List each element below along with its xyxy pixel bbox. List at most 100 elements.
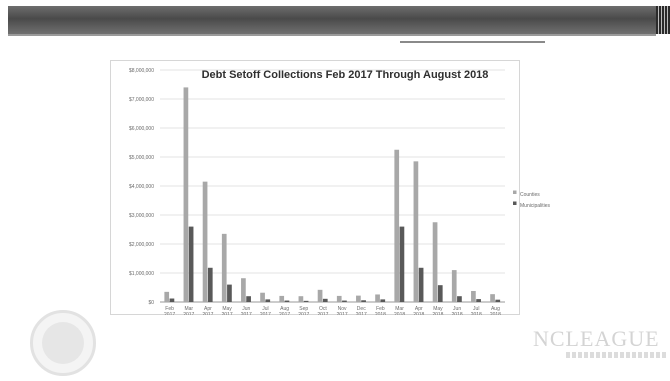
- x-tick-year: 2017: [298, 312, 309, 315]
- y-tick-label: $3,000,000: [129, 213, 154, 219]
- header-gradient: [8, 6, 656, 36]
- legend-swatch: [513, 201, 517, 205]
- x-tick-year: 2018: [413, 312, 424, 315]
- nc-seal-logo: [30, 310, 96, 376]
- bar-municipalities: [265, 299, 271, 302]
- bar-counties: [432, 222, 438, 302]
- bar-municipalities: [437, 285, 443, 302]
- bar-municipalities: [418, 267, 424, 302]
- bar-municipalities: [399, 226, 405, 302]
- x-tick-year: 2018: [490, 312, 501, 315]
- bar-municipalities: [303, 300, 309, 302]
- x-tick-label: Nov: [338, 306, 347, 312]
- x-tick-label: Aug: [491, 306, 500, 312]
- y-tick-label: $5,000,000: [129, 155, 154, 161]
- x-tick-year: 2017: [183, 312, 194, 315]
- legend: [513, 190, 517, 205]
- plot-border: [110, 60, 520, 315]
- x-tick-year: 2017: [356, 312, 367, 315]
- legend-swatch: [513, 190, 517, 194]
- x-tick-label: Dec: [357, 306, 366, 312]
- nc-league-logo: NCLEAGUE: [533, 326, 660, 351]
- x-tick-label: Mar: [395, 306, 404, 312]
- x-tick-year: 2017: [260, 312, 271, 315]
- x-tick-year: 2018: [375, 312, 386, 315]
- bar-counties: [471, 290, 476, 302]
- x-tick-label: Jun: [453, 306, 461, 312]
- y-tick-label: $2,000,000: [129, 242, 154, 248]
- x-axis: Feb2017Mar2017Apr2017May2017Jun2017Jul20…: [164, 306, 501, 315]
- bar-municipalities: [457, 296, 462, 302]
- x-tick-year: 2017: [222, 312, 233, 315]
- legend-labels: Counties Municipalities: [520, 190, 580, 220]
- y-tick-label: $4,000,000: [129, 184, 154, 190]
- bar-municipalities: [169, 298, 175, 302]
- bar-municipalities: [361, 300, 366, 302]
- bar-municipalities: [476, 299, 481, 302]
- x-tick-label: Apr: [204, 306, 212, 312]
- y-tick-label: $0: [148, 300, 154, 306]
- bar-counties: [260, 292, 265, 302]
- bar-municipalities: [322, 298, 328, 302]
- x-tick-year: 2017: [279, 312, 290, 315]
- bar-counties: [336, 295, 342, 302]
- x-tick-label: Oct: [319, 306, 327, 312]
- bar-municipalities: [284, 300, 290, 302]
- bar-counties: [221, 233, 227, 302]
- x-tick-year: 2017: [317, 312, 328, 315]
- x-tick-year: 2018: [394, 312, 405, 315]
- x-tick-year: 2017: [164, 312, 175, 315]
- bar-counties: [394, 149, 400, 302]
- chart-title: Debt Setoff Collections Feb 2017 Through…: [202, 69, 489, 81]
- bar-municipalities: [380, 299, 386, 302]
- y-axis: $0 $1,000,000 $2,000,000 $3,000,000 $4,000,0…: [129, 68, 505, 306]
- bar-municipalities: [342, 300, 347, 302]
- x-tick-year: 2018: [452, 312, 463, 315]
- bar-counties: [356, 295, 361, 302]
- bars: [164, 87, 501, 303]
- y-tick-label: $1,000,000: [129, 271, 154, 277]
- y-tick-label: $7,000,000: [129, 97, 154, 103]
- bar-counties: [298, 296, 304, 302]
- y-tick-label: $6,000,000: [129, 126, 154, 132]
- bar-counties: [183, 87, 189, 303]
- x-tick-label: May: [433, 306, 443, 312]
- bar-chart: Debt Setoff Collections Feb 2017 Through…: [110, 60, 520, 315]
- x-tick-year: 2017: [241, 312, 252, 315]
- chart-area: Debt Setoff Collections Feb 2017 Through…: [110, 60, 520, 315]
- bar-municipalities: [227, 284, 232, 302]
- x-tick-year: 2017: [202, 312, 213, 315]
- bar-municipalities: [246, 296, 251, 302]
- bar-counties: [164, 291, 170, 302]
- bar-counties: [490, 294, 495, 302]
- x-tick-label: Jun: [242, 306, 250, 312]
- x-tick-year: 2018: [471, 312, 482, 315]
- x-tick-year: 2017: [337, 312, 348, 315]
- bar-municipalities: [207, 267, 213, 302]
- x-tick-label: Feb: [376, 306, 385, 312]
- slide-header-bar: [0, 0, 670, 40]
- x-tick-label: Apr: [415, 306, 423, 312]
- legend-label-counties: Counties: [520, 192, 540, 198]
- x-tick-label: May: [222, 306, 232, 312]
- legend-label-municipalities: Municipalities: [520, 203, 551, 209]
- header-stripes: [656, 6, 670, 34]
- x-tick-label: Sep: [299, 306, 308, 312]
- bar-counties: [451, 270, 457, 302]
- x-tick-label: Jul: [473, 306, 479, 312]
- bar-counties: [279, 295, 285, 302]
- bar-counties: [413, 161, 419, 302]
- bar-municipalities: [188, 226, 194, 302]
- bar-counties: [241, 278, 246, 302]
- x-tick-label: Feb: [165, 306, 174, 312]
- x-tick-label: Mar: [184, 306, 193, 312]
- bar-counties: [375, 294, 380, 302]
- bar-counties: [202, 181, 208, 302]
- header-rule: [400, 41, 545, 43]
- logo-tagline: [566, 352, 666, 358]
- bar-counties: [317, 289, 323, 302]
- x-tick-year: 2018: [432, 312, 443, 315]
- y-tick-label: $8,000,000: [129, 68, 154, 74]
- x-tick-label: Jul: [262, 306, 268, 312]
- bar-municipalities: [495, 299, 501, 302]
